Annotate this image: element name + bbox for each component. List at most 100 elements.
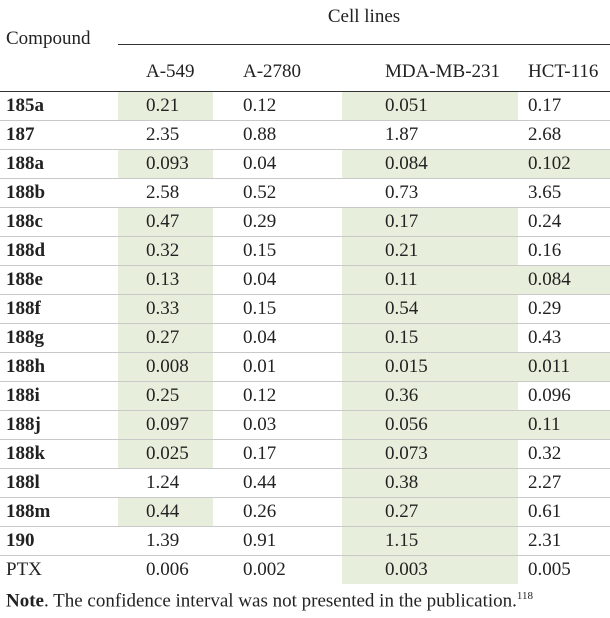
compound-cell: 188a <box>0 149 118 179</box>
value-cell: 0.01 <box>213 352 342 382</box>
value-cell: 0.002 <box>243 559 286 580</box>
value-cell: 0.15 <box>342 323 518 353</box>
value-cell: 1.87 <box>342 120 518 150</box>
table-row: 188a 0.093 0.04 0.084 0.102 <box>0 149 610 179</box>
column-header: A-2780 <box>213 53 342 92</box>
value-cell: 0.33 <box>118 294 213 324</box>
compound-cell: 188g <box>0 323 118 353</box>
table-row: 188h 0.008 0.01 0.015 0.011 <box>0 352 610 382</box>
value-cell: 0.36 <box>342 381 518 411</box>
compound-cell: 188h <box>0 352 118 382</box>
value-cell: 0.44 <box>213 468 342 498</box>
value-cell: 0.102 <box>518 149 610 179</box>
value-cell: 0.29 <box>518 294 610 324</box>
value-cell: 0.04 <box>213 323 342 353</box>
value-cell: 0.097 <box>118 410 213 440</box>
cell-lines-header: Cell lines <box>327 6 401 27</box>
note-label: Note <box>6 590 44 612</box>
compound-cell: 188l <box>0 468 118 498</box>
compound-cell: 185a <box>0 91 118 121</box>
value-cell: 0.91 <box>213 526 342 556</box>
note-text: . The confidence interval was not presen… <box>43 590 517 612</box>
value-cell: 0.084 <box>342 149 518 179</box>
table-row: 187 2.35 0.88 1.87 2.68 <box>0 120 610 150</box>
value-cell: 0.21 <box>118 91 213 121</box>
table-row: 190 1.39 0.91 1.15 2.31 <box>0 526 610 556</box>
value-cell: 0.27 <box>342 497 518 527</box>
value-cell: 3.65 <box>518 178 610 208</box>
table-row: 188j 0.097 0.03 0.056 0.11 <box>0 410 610 440</box>
value-cell: 0.005 <box>528 559 571 580</box>
value-cell: 0.88 <box>213 120 342 150</box>
value-cell: 1.15 <box>342 526 518 556</box>
table-row: 188g 0.27 0.04 0.15 0.43 <box>0 323 610 353</box>
value-cell: 0.27 <box>118 323 213 353</box>
value-cell: 0.32 <box>118 236 213 266</box>
compound-cell: 188j <box>0 410 118 440</box>
value-cell: 0.006 <box>146 559 189 580</box>
value-cell: 0.003 <box>342 555 518 584</box>
value-cell: 0.056 <box>342 410 518 440</box>
table-row: 185a 0.21 0.12 0.051 0.17 <box>0 91 610 121</box>
value-cell: 0.04 <box>213 265 342 295</box>
compound-cell: 188e <box>0 265 118 295</box>
table-row: 188d 0.32 0.15 0.21 0.16 <box>0 236 610 266</box>
table-row: 188l 1.24 0.44 0.38 2.27 <box>0 468 610 498</box>
data-table: A-549 A-2780 MDA-MB-231 HCT-116 185a 0.21… <box>0 53 610 584</box>
value-cell: 0.21 <box>342 236 518 266</box>
value-cell: 2.35 <box>118 120 213 150</box>
compound-cell: 188m <box>0 497 118 527</box>
value-cell: 0.084 <box>518 265 610 295</box>
value-cell: 0.11 <box>518 410 610 440</box>
value-cell: 0.011 <box>518 352 610 382</box>
value-cell: 0.008 <box>118 352 213 382</box>
value-cell: 0.073 <box>342 439 518 469</box>
column-header-row: A-549 A-2780 MDA-MB-231 HCT-116 <box>0 53 610 92</box>
table-row: 188i 0.25 0.12 0.36 0.096 <box>0 381 610 411</box>
table-note: Note. The confidence interval was not pr… <box>6 590 533 612</box>
value-cell: 0.29 <box>213 207 342 237</box>
value-cell: 0.17 <box>342 207 518 237</box>
table-row: 188b 2.58 0.52 0.73 3.65 <box>0 178 610 208</box>
column-header: A-549 <box>118 53 213 92</box>
value-cell: 0.16 <box>518 236 610 266</box>
value-cell: 2.68 <box>518 120 610 150</box>
compound-cell: 188c <box>0 207 118 237</box>
value-cell: 0.26 <box>213 497 342 527</box>
value-cell: 0.17 <box>213 439 342 469</box>
value-cell: 2.58 <box>118 178 213 208</box>
compound-header: Compound <box>6 28 91 49</box>
value-cell: 0.32 <box>518 439 610 469</box>
value-cell: 1.24 <box>118 468 213 498</box>
column-header: MDA-MB-231 <box>342 53 518 92</box>
value-cell: 0.11 <box>342 265 518 295</box>
value-cell: 0.096 <box>518 381 610 411</box>
value-cell: 0.13 <box>118 265 213 295</box>
value-cell: 0.52 <box>213 178 342 208</box>
column-header: HCT-116 <box>518 53 610 92</box>
compound-cell: 188b <box>0 178 118 208</box>
header-divider <box>118 44 610 45</box>
value-cell: 0.025 <box>118 439 213 469</box>
compound-cell: 188k <box>0 439 118 469</box>
value-cell: 0.12 <box>213 91 342 121</box>
compound-cell: 188i <box>0 381 118 411</box>
compound-cell: PTX <box>6 559 42 580</box>
value-cell: 2.31 <box>518 526 610 556</box>
table-row: PTX 0.006 0.002 0.003 0.005 <box>0 555 610 584</box>
value-cell: 0.015 <box>342 352 518 382</box>
compound-cell: 188f <box>0 294 118 324</box>
value-cell: 0.47 <box>118 207 213 237</box>
compound-column-header <box>0 53 118 92</box>
value-cell: 0.17 <box>518 91 610 121</box>
value-cell: 0.73 <box>342 178 518 208</box>
value-cell: 0.04 <box>213 149 342 179</box>
value-cell: 2.27 <box>518 468 610 498</box>
compound-cell: 187 <box>0 120 118 150</box>
compound-cell: 190 <box>0 526 118 556</box>
value-cell: 1.39 <box>118 526 213 556</box>
value-cell: 0.44 <box>118 497 213 527</box>
value-cell: 0.03 <box>213 410 342 440</box>
value-cell: 0.24 <box>518 207 610 237</box>
table-row: 188c 0.47 0.29 0.17 0.24 <box>0 207 610 237</box>
